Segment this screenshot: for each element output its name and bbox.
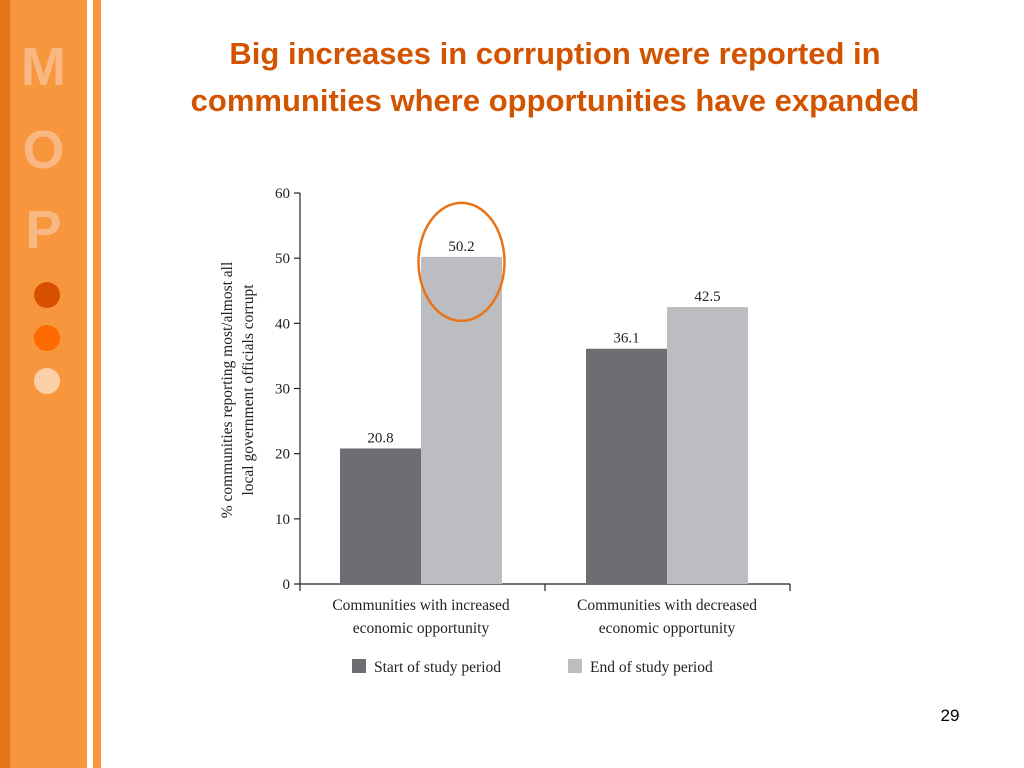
category-label-line-1: Communities with increased [332, 597, 510, 614]
brand-dot-light [34, 368, 60, 394]
y-tick-label: 60 [275, 186, 290, 202]
legend-swatch [568, 659, 582, 673]
bar-value-label: 50.2 [448, 239, 474, 255]
category-label-line-2: economic opportunity [599, 620, 736, 637]
y-tick-label: 40 [275, 316, 290, 332]
y-axis-label-line-2: local government officials corrupt [240, 284, 257, 496]
legend-label: End of study period [590, 659, 713, 676]
bar-value-label: 20.8 [367, 430, 393, 446]
brand-letter-o: O [22, 120, 65, 180]
bar [667, 307, 748, 584]
legend-label: Start of study period [374, 659, 501, 676]
y-axis-label-line-1: % communities reporting most/almost all [219, 262, 236, 519]
slide-title-line-2: communities where opportunities have exp… [190, 83, 920, 118]
highlight-circle [417, 201, 506, 323]
category-label-line-1: Communities with decreased [577, 597, 757, 614]
legend-swatch [352, 659, 366, 673]
y-tick-label: 10 [275, 512, 290, 528]
category-label-line-2: economic opportunity [353, 620, 490, 637]
brand-letter-m: M [21, 37, 66, 97]
brand-letter-p: P [25, 200, 62, 260]
bar [586, 348, 667, 584]
bar [421, 256, 502, 584]
slide-title: Big increases in corruption were reporte… [110, 30, 1000, 124]
bar [340, 448, 421, 584]
bar-value-label: 42.5 [694, 289, 720, 305]
slide-title-line-1: Big increases in corruption were reporte… [229, 36, 881, 71]
sidebar-thin-strip [93, 0, 101, 768]
y-tick-label: 0 [283, 577, 291, 593]
brand-dot-mid [34, 325, 60, 351]
brand-dot-dark [34, 282, 60, 308]
y-tick-label: 30 [275, 382, 290, 398]
slide-number: 29 [940, 706, 960, 725]
bar-value-label: 36.1 [613, 331, 639, 347]
y-tick-label: 50 [275, 251, 290, 267]
sidebar-dark-strip [0, 0, 10, 768]
y-tick-label: 20 [275, 447, 290, 463]
